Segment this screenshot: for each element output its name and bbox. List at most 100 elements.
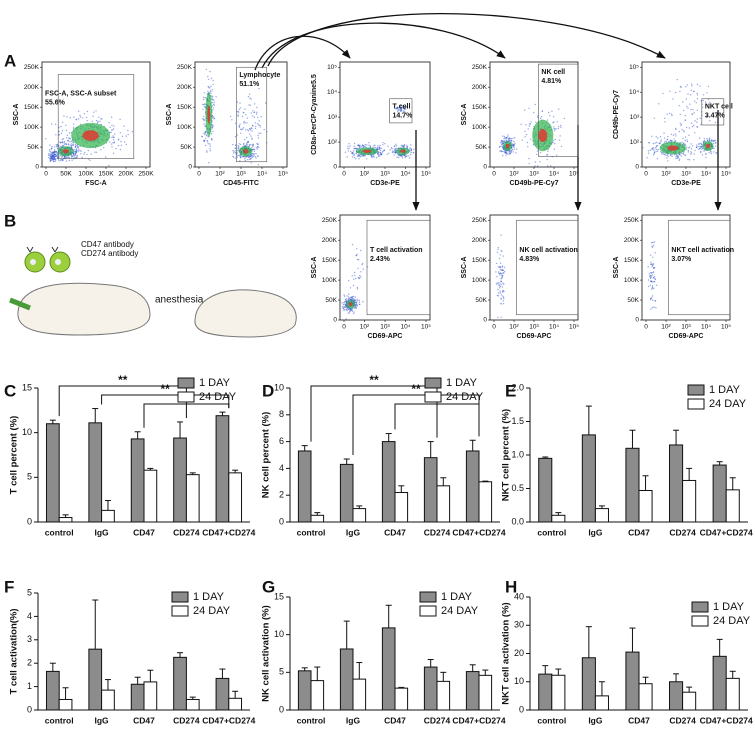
event-dot [653, 288, 654, 289]
bar [626, 448, 639, 522]
event-dot [357, 288, 358, 289]
event-dot [112, 135, 113, 136]
gate-label: T cell activation [370, 247, 423, 254]
event-dot [51, 156, 52, 157]
event-dot [709, 152, 710, 153]
event-dot [500, 292, 501, 293]
y-tick-label: 200K [24, 84, 40, 91]
event-dot [353, 279, 354, 280]
event-dot [688, 150, 689, 151]
event-dot [249, 94, 250, 95]
y-axis-label: SSC-A [613, 257, 620, 279]
event-dot [697, 126, 698, 127]
event-dot [205, 138, 206, 139]
event-dot [501, 284, 502, 285]
y-tick-label: 100K [624, 277, 640, 284]
event-dot [254, 117, 255, 118]
event-dot [357, 268, 358, 269]
event-dot [73, 127, 74, 128]
event-dot [410, 154, 411, 155]
flow-plot: T cell activation2.43%050K100K150K200K25… [311, 215, 431, 340]
event-dot [349, 311, 350, 312]
x-tick-label: 10³ [380, 171, 390, 178]
event-dot [680, 114, 681, 115]
event-dot [547, 151, 548, 152]
x-tick-label: CD47+CD274 [202, 527, 255, 537]
legend-swatch [692, 616, 708, 626]
arrows [255, 14, 718, 210]
event-dot [682, 138, 683, 139]
event-dot [54, 161, 55, 162]
event-dot [520, 124, 521, 125]
bar [311, 681, 324, 710]
event-dot [546, 155, 547, 156]
y-tick-label: 10⁴ [327, 89, 337, 96]
event-dot [512, 145, 513, 146]
y-axis-label: T cell percent (%) [9, 416, 20, 495]
x-tick-label: 10² [509, 324, 519, 331]
event-dot [541, 116, 542, 117]
event-dot [50, 161, 51, 162]
event-dot [689, 127, 690, 128]
gate-label: NKT cell [705, 104, 733, 111]
event-dot [351, 296, 352, 297]
event-dot [251, 147, 252, 148]
event-dot [363, 268, 364, 269]
x-tick-label: CD47+CD274 [202, 715, 255, 725]
event-dot [120, 132, 121, 133]
event-dot [657, 150, 658, 151]
event-dot [254, 153, 255, 154]
event-dot [677, 158, 678, 159]
event-dot [649, 275, 650, 276]
y-axis-label: NKT cell activation (%) [501, 602, 512, 704]
panel-label: C [4, 381, 16, 400]
event-dot [258, 144, 259, 145]
y-tick-label: 8 [279, 409, 284, 419]
event-dot [692, 109, 693, 110]
event-dot [257, 123, 258, 124]
legend-swatch [420, 592, 436, 602]
bar [726, 678, 739, 710]
event-dot [113, 137, 114, 138]
event-dot [210, 90, 211, 91]
event-dot [73, 145, 74, 146]
bar [131, 684, 144, 710]
event-dot [205, 132, 206, 133]
event-dot [506, 137, 507, 138]
event-dot [72, 156, 73, 157]
event-dot [84, 152, 85, 153]
event-dot [696, 102, 697, 103]
event-dot [211, 96, 212, 97]
x-tick-label: 0 [342, 324, 346, 331]
event-dot [347, 156, 348, 157]
event-dot [711, 153, 712, 154]
event-dot [354, 311, 355, 312]
gate-percent: 55.6% [45, 99, 66, 106]
event-dot [49, 144, 50, 145]
event-dot [368, 142, 369, 143]
event-dot [343, 302, 344, 303]
event-dot [500, 254, 501, 255]
bar [46, 671, 59, 710]
event-dot [205, 131, 206, 132]
event-dot [237, 150, 238, 151]
event-dot [202, 118, 203, 119]
event-dot [404, 157, 405, 158]
event-dot [235, 152, 236, 153]
y-tick-label: 0.0 [511, 516, 524, 526]
event-dot [500, 269, 501, 270]
event-dot [651, 266, 652, 267]
event-dot [656, 142, 657, 143]
event-dot [258, 88, 259, 89]
bar [424, 458, 437, 522]
x-tick-label: 10⁵ [569, 171, 579, 178]
event-dot [715, 152, 716, 153]
event-dot [511, 152, 512, 153]
event-dot [257, 146, 258, 147]
event-dot [685, 155, 686, 156]
x-tick-label: 10² [215, 171, 225, 178]
event-dot [687, 84, 688, 85]
event-dot [237, 152, 238, 153]
event-dot [363, 145, 364, 146]
event-dot [362, 263, 363, 264]
